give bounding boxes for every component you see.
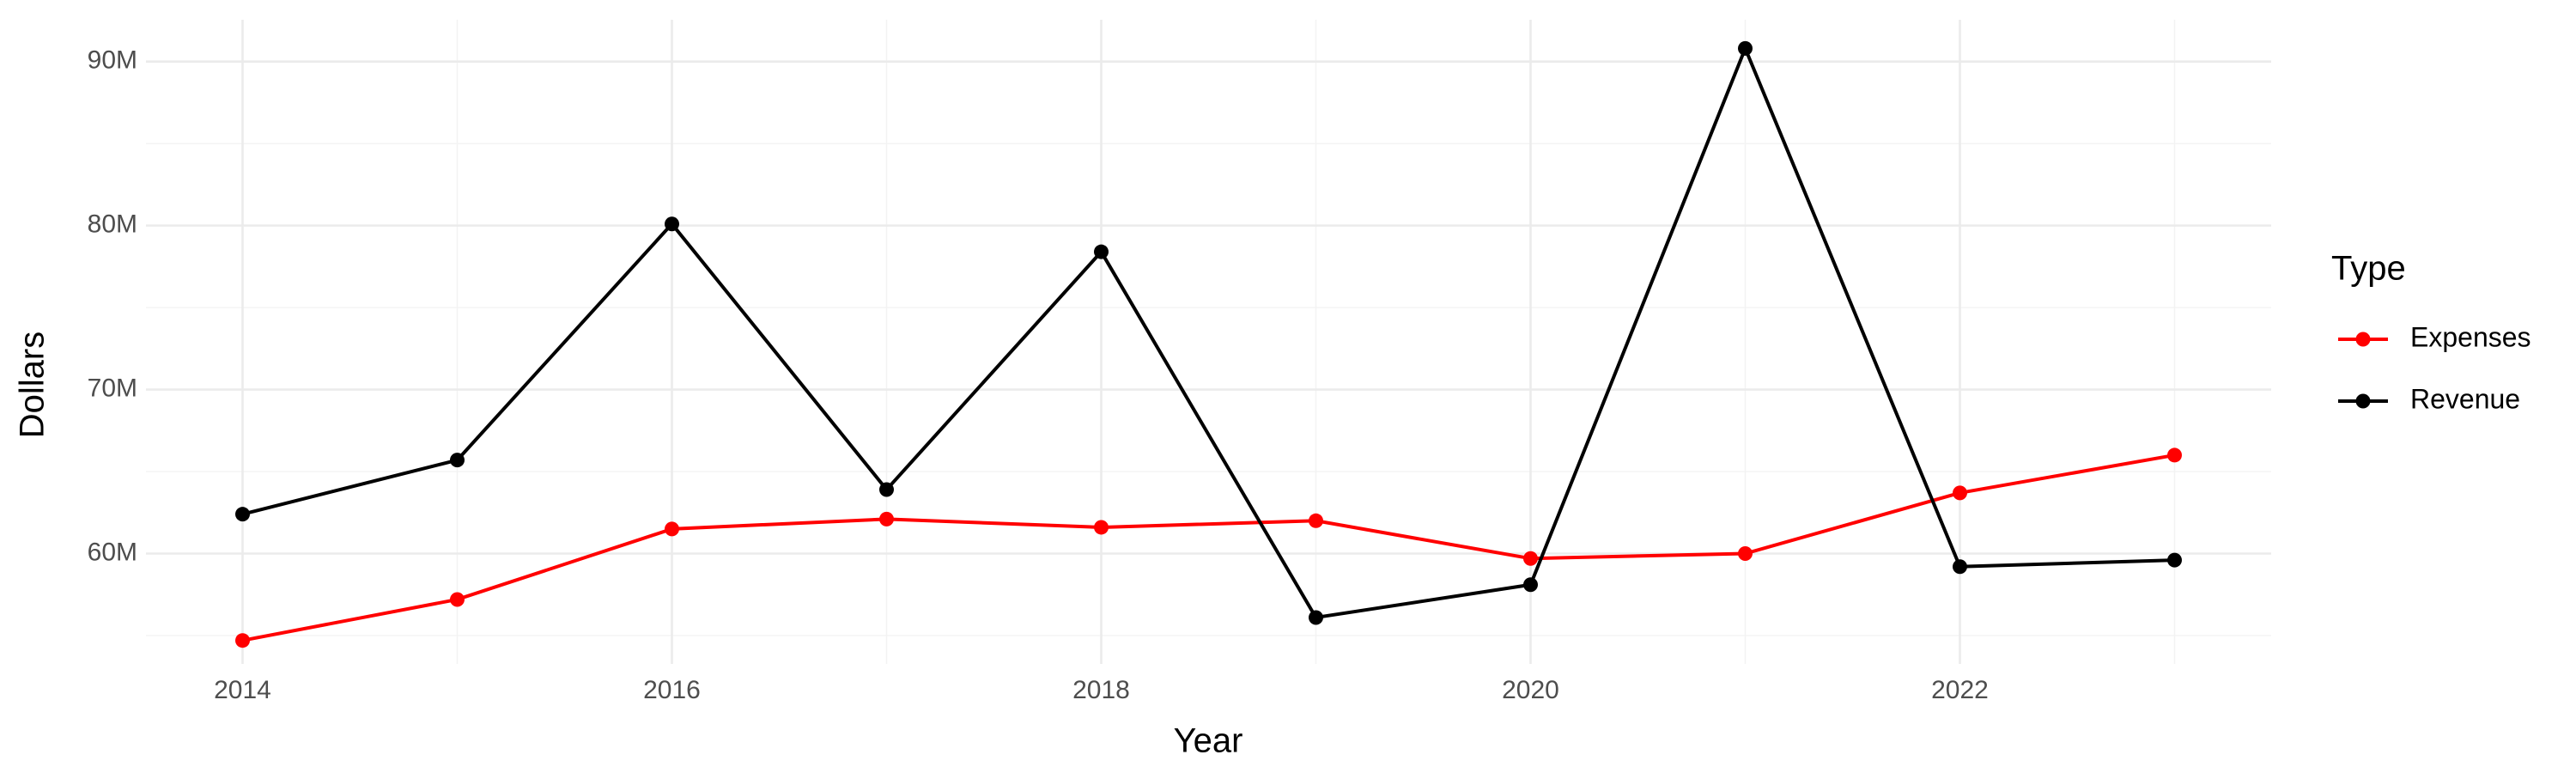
legend-key-point [2355,393,2371,409]
data-point [879,511,894,526]
series-line [242,44,2175,620]
data-point [235,507,250,522]
x-tick-label: 2020 [1502,676,1559,704]
y-tick-label: 90M [88,46,137,75]
data-point [1094,520,1109,535]
x-tick-label: 2018 [1072,676,1130,704]
data-point [665,521,679,537]
x-tick-label: 2022 [1931,676,1989,704]
y-tick-label: 70M [88,374,137,402]
legend-key-point [2355,332,2371,347]
data-point [235,633,250,648]
data-point [2167,552,2182,568]
data-point [1094,244,1109,259]
y-axis-title: Dollars [14,332,52,438]
legend-label: Expenses [2410,321,2531,352]
data-point [450,453,465,468]
x-tick-label: 2014 [214,676,271,704]
legend-title: Type [2331,250,2406,288]
data-point [450,592,465,607]
x-axis-title: Year [1174,722,1243,760]
y-tick-label: 80M [88,210,137,239]
data-point [665,216,679,232]
series-line [242,453,2175,642]
data-point [2167,447,2182,463]
data-point [1523,577,1538,593]
y-tick-label: 60M [88,538,137,566]
data-point [1738,545,1753,561]
data-point [1309,610,1323,625]
data-point [1309,513,1323,528]
data-point [1738,40,1753,56]
legend-label: Revenue [2410,383,2520,414]
data-point [1953,559,1967,575]
data-point [1523,551,1538,566]
x-tick-label: 2016 [643,676,701,704]
data-point [1953,485,1967,501]
data-point [879,482,894,497]
